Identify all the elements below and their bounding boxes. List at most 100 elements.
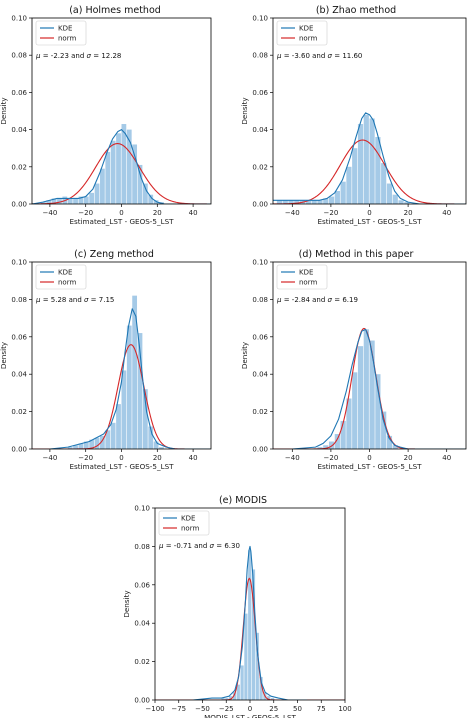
histogram-bar [251,569,256,700]
y-axis-label: Density [122,590,131,618]
y-tick-label: 0.08 [134,543,150,551]
x-tick-label: 20 [153,454,162,462]
histogram-bar [323,198,329,204]
x-axis-label: Estimated_LST - GEOS-5_LST [317,217,422,226]
histogram-bar [305,200,311,204]
y-tick-label: 0.00 [11,446,27,454]
chart-panel-5: 0.00 0.02 0.04 0.06 0.08 0.10 −100 −75 −50 −25 0 25… [122,495,352,718]
histogram-bar [153,441,159,449]
stats-annotation: μ = -2.84 and σ = 6.19 [276,296,358,304]
x-tick-label: −40 [43,209,58,217]
histogram-bar [78,443,84,449]
histogram-bar [51,198,57,204]
stats-annotation: μ = -0.71 and σ = 6.30 [158,542,240,550]
histogram-bar [73,445,78,449]
x-tick-label: −50 [195,705,210,713]
legend-box [35,264,87,290]
legend-norm-label: norm [58,35,76,43]
x-tick-label: 75 [317,705,326,713]
x-tick-label: 20 [404,209,413,217]
y-tick-label: 0.00 [252,201,268,209]
plot-area [273,112,466,204]
plot-area [155,545,345,700]
histogram-bar [334,434,340,449]
histogram-bar [334,190,340,204]
mu-value: -2.84 [292,296,311,304]
histogram-bar [83,441,89,449]
legend-kde-label: KDE [299,25,313,33]
histogram-bar [142,183,148,204]
y-tick-label: 0.06 [11,89,27,97]
histogram-bar [110,422,116,449]
histogram-bar [100,168,105,204]
histogram-bar [317,447,323,449]
x-tick-label: −20 [78,454,93,462]
histogram-bar [94,437,100,449]
histogram-bar [267,696,271,700]
histogram-bar [121,370,127,449]
histogram-bar [294,200,300,204]
x-tick-label: 40 [189,454,198,462]
y-axis-label: Density [240,97,249,125]
y-tick-label: 0.10 [252,15,268,23]
mu-value: -0.71 [174,542,192,550]
histogram-bar [121,124,127,204]
legend-kde-label: KDE [58,25,72,33]
chart-title: (a) Holmes method [69,5,161,16]
x-tick-label: −20 [324,209,339,217]
histogram-bar [142,389,148,449]
histogram-bar [381,163,387,204]
histogram-bar [259,676,263,700]
chart-panel-3: 0.00 0.02 0.04 0.06 0.08 0.10 −40 −20 0 20 40 Estim… [0,249,212,471]
histogram-bar [221,698,225,700]
histogram-bar [328,441,335,449]
chart-title: (b) Zhao method [316,5,396,16]
histogram-bar [375,137,381,204]
legend-kde-label: KDE [181,515,195,523]
x-tick-label: −100 [145,705,164,713]
histogram-bar [404,202,410,204]
histogram-bar [116,133,121,204]
plot-area [32,124,211,204]
legend-box [276,20,328,46]
histogram-bar [248,550,252,700]
y-tick-label: 0.10 [11,259,27,267]
x-tick-label: −40 [285,454,300,462]
x-tick-label: 0 [367,209,371,217]
x-tick-label: 0 [119,454,123,462]
stats-annotation: μ = 5.28 and σ = 7.15 [35,296,114,304]
histogram-bar [392,194,398,204]
histogram-bar [357,124,364,204]
x-tick-label: 100 [338,705,351,713]
chart-panel-4: 0.00 0.02 0.04 0.06 0.08 0.10 −40 −20 0 20 40 Estim… [240,249,467,471]
chart-panel-2: 0.00 0.02 0.04 0.06 0.08 0.10 −40 −20 0 20 40 Estim… [240,5,467,226]
histogram-bar [363,114,369,204]
histogram-bar [240,665,244,700]
histogram-bar [346,398,352,449]
histogram-bar [386,183,393,204]
legend-norm-label: norm [299,279,317,287]
x-tick-label: 50 [293,705,302,713]
histogram-bar [328,196,335,204]
norm-curve [32,143,211,204]
legend-norm-label: norm [58,279,76,287]
y-tick-label: 0.04 [11,371,27,379]
histogram-bar [40,202,46,204]
kde-curve [273,112,466,204]
histogram-bar [126,129,132,204]
x-tick-label: −40 [43,454,58,462]
histogram-bar [232,692,237,700]
histogram-bar [132,144,138,204]
histogram-bar [148,194,154,204]
y-axis-label: Density [0,97,8,125]
histogram-bar [317,200,323,204]
plot-area [273,327,466,449]
legend-kde-label: KDE [58,269,72,277]
histogram-bar [352,372,358,449]
y-tick-label: 0.02 [11,408,27,416]
x-tick-label: −40 [285,209,300,217]
y-tick-label: 0.06 [252,333,268,341]
legend-box [276,264,328,290]
histogram-bar [126,325,132,449]
legend-box [35,20,87,46]
